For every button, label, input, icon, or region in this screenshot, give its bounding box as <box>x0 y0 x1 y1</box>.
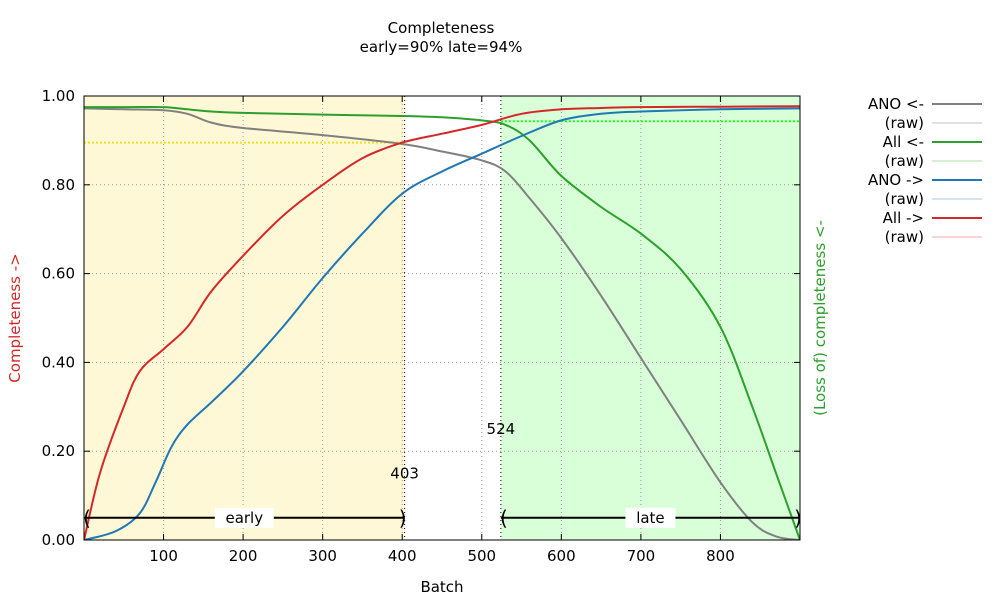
threshold-lines <box>84 120 800 144</box>
legend-label: (raw) <box>885 190 924 208</box>
y-tick-label: 0.00 <box>42 531 75 549</box>
x-tick-label: 200 <box>229 547 258 565</box>
x-tick-label: 100 <box>149 547 178 565</box>
x-tick-label: 700 <box>627 547 656 565</box>
span-bracket-right: ) <box>399 506 407 530</box>
legend-label: ANO <- <box>868 95 924 113</box>
legend-label: (raw) <box>885 228 924 246</box>
y-tick-label: 1.00 <box>42 87 75 105</box>
series-line-all-back <box>84 105 800 540</box>
y-tick-label: 0.60 <box>42 265 75 283</box>
span-bracket-right: ) <box>794 506 802 530</box>
series-line-all-fwd <box>84 105 800 540</box>
span-bracket-left: ( <box>83 506 91 530</box>
span-bracket-left: ( <box>500 506 508 530</box>
legend-label: ANO -> <box>868 171 924 189</box>
region-boundary-label-late: 524 <box>487 420 516 438</box>
legend: ANO <-(raw)All <-(raw)ANO ->(raw)All ->(… <box>868 95 982 246</box>
x-tick-label: 400 <box>388 547 417 565</box>
y-axis-ticks: 0.00 0.20 0.40 0.60 0.80 1.00 <box>42 87 800 549</box>
grid-lines <box>84 96 800 540</box>
y-tick-label: 0.80 <box>42 176 75 194</box>
y-tick-label: 0.40 <box>42 353 75 371</box>
legend-label: (raw) <box>885 114 924 132</box>
x-axis-ticks: 100 200 300 400 500 600 700 800 <box>149 96 735 565</box>
x-axis-label: Batch <box>420 578 463 596</box>
legend-label: (raw) <box>885 152 924 170</box>
x-tick-label: 500 <box>467 547 496 565</box>
y-axis-label-right: (Loss of) completeness <- <box>811 220 829 416</box>
x-tick-label: 300 <box>308 547 337 565</box>
span-label-bg <box>625 507 676 528</box>
x-tick-label: 600 <box>547 547 576 565</box>
plot-border <box>83 95 801 541</box>
region-late <box>500 96 800 540</box>
legend-label: All -> <box>883 209 924 227</box>
span-label-late: late <box>636 509 664 527</box>
region-boundary-label-early: 403 <box>390 464 419 482</box>
x-tick-label: 800 <box>706 547 735 565</box>
region-spans: () early () late <box>83 506 802 530</box>
y-axis-label-left: Completeness -> <box>6 253 24 382</box>
y-tick-label: 0.20 <box>42 442 75 460</box>
span-label-bg <box>214 507 274 528</box>
legend-label: All <- <box>883 133 924 151</box>
shaded-regions <box>84 96 800 540</box>
series-lines <box>84 105 800 540</box>
chart-title: Completeness <box>388 19 495 37</box>
series-line-ano-back <box>84 107 800 540</box>
span-label-early: early <box>225 509 263 527</box>
region-annotations: 403 524 <box>390 420 515 482</box>
region-early <box>84 96 405 540</box>
series-line-ano-fwd <box>84 107 800 540</box>
chart-subtitle: early=90% late=94% <box>360 38 523 56</box>
